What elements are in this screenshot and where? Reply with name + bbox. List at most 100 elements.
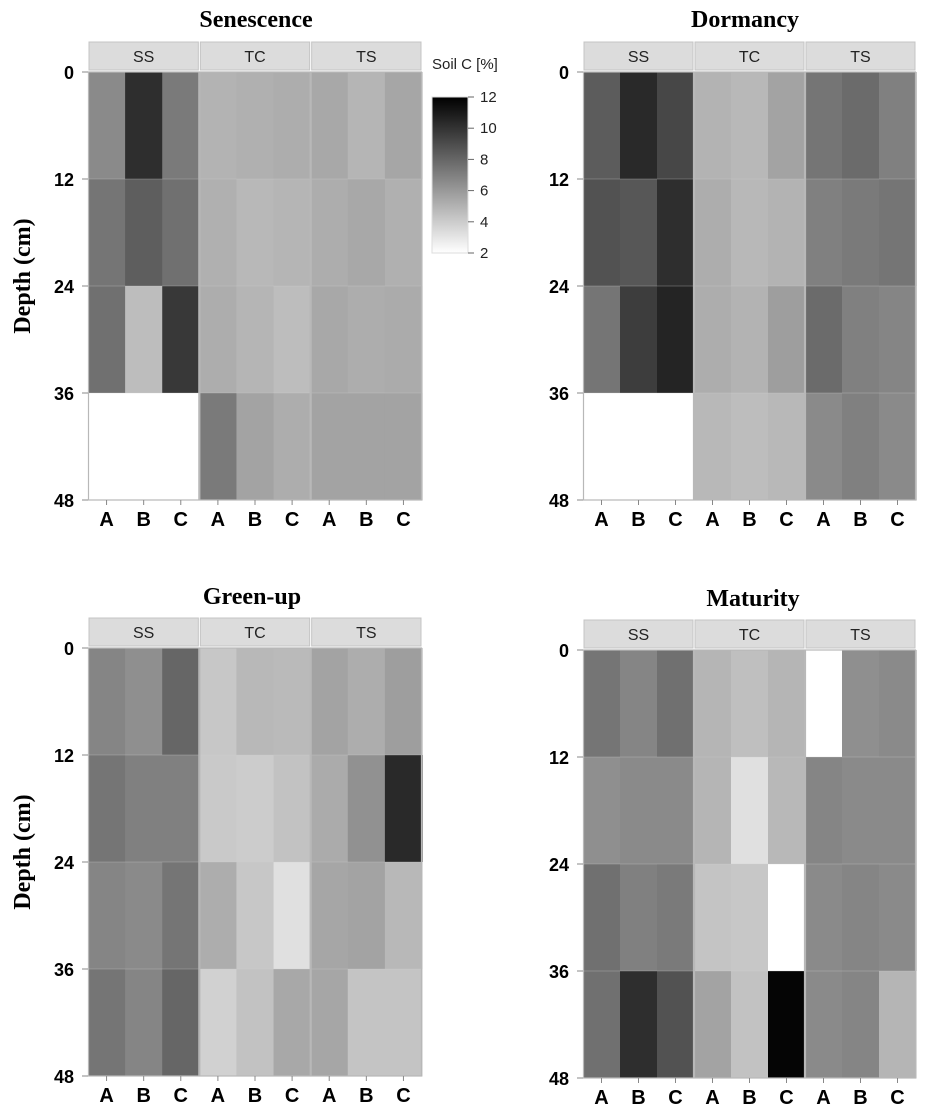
heatmap-cell (731, 864, 769, 972)
heatmap-cell (879, 286, 917, 394)
heatmap-cell (842, 72, 880, 180)
x-tick-label: A (99, 1085, 113, 1107)
facet-strip-label: TS (356, 625, 376, 642)
heatmap-panel-dormancy: Dormancy SS TC TS 0 12 24 36 48 A B C A B C A B C (549, 7, 917, 531)
facet-strip-label: TS (850, 49, 870, 66)
heatmap-cell (384, 286, 423, 394)
heatmap-cell (879, 179, 917, 287)
heatmap-cell (694, 757, 732, 865)
facet-strip (88, 41, 199, 71)
facet-strip-label: TC (739, 627, 760, 644)
heatmap-cell (805, 971, 843, 1079)
y-tick-label: 24 (549, 277, 569, 297)
heatmap-cell (199, 648, 237, 756)
heatmap-cell (842, 393, 880, 501)
y-tick-label: 36 (549, 962, 569, 982)
heatmap-cell (162, 969, 200, 1077)
heatmap-cell (310, 755, 349, 863)
heatmap-cell (657, 72, 695, 180)
y-tick-label: 0 (64, 63, 74, 83)
heatmap-cell (731, 286, 769, 394)
legend-tick-label: 2 (480, 245, 488, 262)
heatmap-cell (384, 72, 423, 180)
facet-strip-label: SS (628, 627, 649, 644)
facet-strip (694, 41, 805, 71)
chart-title: Senescence (199, 7, 313, 33)
heatmap-cell (768, 179, 806, 287)
heatmap-cell (842, 650, 880, 758)
x-tick-label: A (322, 509, 336, 531)
x-tick-label: C (779, 1087, 793, 1109)
x-tick-label: B (853, 509, 867, 531)
heatmap-cell (125, 755, 163, 863)
facet-strip-label: SS (133, 625, 154, 642)
heatmap-cell (125, 179, 163, 287)
facet-strip-label: SS (133, 49, 154, 66)
heatmap-cell (125, 969, 163, 1077)
heatmap-cell (768, 286, 806, 394)
x-tick-label: B (136, 1085, 150, 1107)
facet-strip (805, 619, 916, 649)
heatmap-cell (162, 286, 200, 394)
x-tick-label: C (890, 1087, 904, 1109)
y-tick-label: 0 (64, 639, 74, 659)
heatmap-cell (236, 648, 275, 756)
heatmap-cell (199, 179, 237, 287)
x-tick-label: A (816, 1087, 830, 1109)
facet-strip-label: TC (244, 625, 265, 642)
heatmap-cell (620, 72, 658, 180)
heatmap-cell (88, 393, 126, 501)
heatmap-cell (347, 286, 386, 394)
heatmap-cell (583, 179, 621, 287)
x-tick-label: C (396, 509, 410, 531)
heatmap-cell (657, 971, 695, 1079)
heatmap-cell (620, 393, 658, 501)
heatmap-cell (731, 757, 769, 865)
x-tick-label: A (211, 509, 225, 531)
x-tick-label: C (668, 509, 682, 531)
y-tick-label: 36 (54, 960, 74, 980)
heatmap-cell (805, 72, 843, 180)
heatmap-cell (583, 864, 621, 972)
heatmap-cell (384, 969, 423, 1077)
legend-color-bar (431, 96, 469, 254)
heatmap-cell (694, 179, 732, 287)
heatmap-cell (731, 971, 769, 1079)
facet-strip-label: TC (739, 49, 760, 66)
soil-c-legend: Soil C [%] 12 10 8 6 4 2 (431, 56, 498, 262)
heatmap-cell (805, 286, 843, 394)
y-tick-label: 48 (549, 491, 569, 511)
x-tick-label: A (99, 509, 113, 531)
heatmap-cell (88, 648, 126, 756)
legend-tick-label: 10 (480, 120, 497, 137)
heatmap-cell (162, 393, 200, 501)
heatmap-cell (125, 72, 163, 180)
heatmap-cell (842, 757, 880, 865)
heatmap-cell (273, 72, 312, 180)
x-tick-label: B (742, 1087, 756, 1109)
x-tick-label: A (816, 509, 830, 531)
y-axis-label: Depth (cm) (10, 218, 36, 333)
x-tick-label: A (705, 1087, 719, 1109)
heatmap-cell (694, 72, 732, 180)
x-tick-label: C (285, 509, 299, 531)
heatmap-cell (384, 179, 423, 287)
heatmap-cell (125, 648, 163, 756)
heatmap-cell (768, 757, 806, 865)
heatmap-cell (694, 393, 732, 501)
heatmap-cell (694, 286, 732, 394)
heatmap-cell (805, 757, 843, 865)
heatmap-panel-maturity: Maturity SS TC TS 0 12 24 36 48 A B C A B C A B C (549, 586, 917, 1109)
heatmap-cell (162, 862, 200, 970)
heatmap-cell (347, 393, 386, 501)
heatmap-cell (731, 179, 769, 287)
heatmap-cell (694, 971, 732, 1079)
heatmap-cell (310, 969, 349, 1077)
heatmap-cell (88, 179, 126, 287)
y-tick-label: 48 (54, 491, 74, 511)
legend-tick-label: 6 (480, 183, 488, 200)
heatmap-cell (199, 862, 237, 970)
heatmap-cell (88, 755, 126, 863)
facet-strip-label: TS (356, 49, 376, 66)
heatmap-cell (88, 72, 126, 180)
